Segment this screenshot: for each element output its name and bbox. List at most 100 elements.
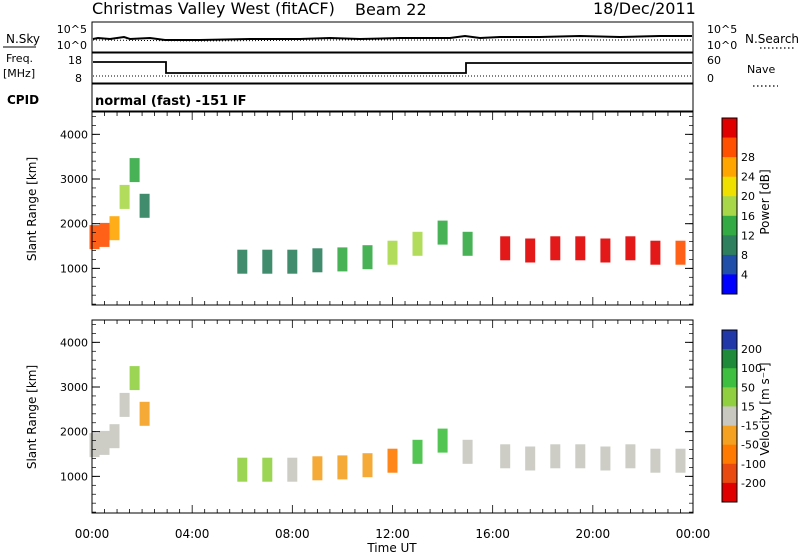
power-echo-mark: [575, 236, 586, 261]
power-colorbar-tick-label: 16: [741, 210, 755, 223]
velocity-colorbar-tick-label: -15: [741, 420, 759, 433]
velocity-colorbar-swatch: [722, 463, 737, 484]
time-tick-label: 00:00: [676, 527, 711, 541]
power-colorbar-swatch: [722, 215, 737, 236]
velocity-echoes: [89, 366, 686, 482]
velocity-echo-mark: [89, 433, 100, 458]
power-colorbar: 4 8 12 16 20 24 28: [721, 117, 755, 295]
power-echo-mark: [337, 247, 348, 272]
frequency-panel: Freq. [MHz] 18 8 60 0 Nave: [3, 52, 778, 87]
power-echo-mark: [412, 231, 423, 256]
nave-tick-high: 60: [707, 54, 721, 67]
freq-tick-low: 8: [75, 72, 82, 85]
power-echo-mark: [262, 249, 273, 274]
velocity-echo-mark: [312, 456, 323, 481]
time-tick-label: 12:00: [375, 527, 410, 541]
velocity-colorbar-swatch: [722, 349, 737, 369]
power-y-tick-label: 3000: [60, 173, 88, 186]
power-echo-mark: [362, 245, 373, 270]
power-colorbar-swatch: [722, 235, 737, 256]
time-tick-label: 16:00: [475, 527, 510, 541]
power-echo-mark: [287, 249, 298, 274]
velocity-echo-mark: [287, 457, 298, 482]
power-colorbar-swatch: [722, 274, 737, 295]
nsky-tick-low: 10^0: [57, 39, 87, 52]
power-colorbar-tick-label: 8: [741, 249, 748, 262]
time-axis-label: Time UT: [366, 541, 417, 554]
cpid-label: CPID: [7, 93, 39, 107]
power-colorbar-swatch: [722, 196, 737, 217]
freq-unit-label: [MHz]: [3, 67, 35, 80]
velocity-colorbar-swatch: [722, 368, 737, 388]
velocity-colorbar-swatch: [722, 482, 737, 503]
station-title: Christmas Valley West (fitACF): [92, 0, 335, 18]
velocity-echo-mark: [650, 448, 661, 473]
power-echo-mark: [675, 240, 686, 265]
velocity-echo-mark: [500, 444, 511, 469]
nsearch-tick-high: 10^5: [707, 23, 737, 36]
velocity-echo-mark: [550, 444, 561, 469]
cpid-text: normal (fast) -151 IF: [95, 94, 246, 109]
velocity-y-tick-label: 1000: [60, 470, 88, 483]
power-colorbar-swatch: [722, 176, 737, 197]
velocity-colorbar-swatch: [722, 444, 737, 465]
power-echo-mark: [119, 184, 130, 209]
power-echo-mark: [625, 236, 636, 261]
power-y-tick-label: 2000: [60, 218, 88, 231]
velocity-y-axis: 1000 2000 3000 4000: [60, 320, 694, 513]
velocity-y-tick-label: 2000: [60, 426, 88, 439]
velocity-colorbar-tick-label: -50: [741, 439, 759, 452]
cpid-panel: CPID normal (fast) -151 IF: [7, 83, 694, 112]
power-colorbar-tick-label: 4: [741, 268, 748, 281]
power-colorbar-swatch: [722, 137, 737, 158]
velocity-echo-mark: [525, 446, 536, 471]
power-echoes: [89, 158, 686, 274]
power-colorbar-tick-label: 24: [741, 171, 755, 184]
velocity-echo-mark: [119, 392, 130, 417]
power-colorbar-frame: [721, 117, 738, 295]
frequency-trace: [93, 61, 692, 74]
velocity-echo-mark: [99, 430, 110, 455]
power-echo-mark: [525, 238, 536, 263]
power-echo-mark: [89, 225, 100, 250]
velocity-echo-mark: [109, 424, 120, 449]
power-echo-mark: [462, 231, 473, 256]
power-y-axis: 1000 2000 3000 4000: [60, 112, 694, 305]
power-colorbar-tick-label: 20: [741, 190, 755, 203]
nsearch-label: N.Search: [745, 32, 799, 46]
velocity-echo-mark: [575, 444, 586, 469]
velocity-colorbar-tick-label: 200: [741, 343, 762, 356]
beam-label: Beam 22: [355, 0, 427, 19]
power-echo-mark: [99, 222, 110, 247]
power-colorbar-swatch: [722, 157, 737, 177]
velocity-y-axis-label: Slant Range [km]: [25, 365, 39, 469]
time-tick-label: 04:00: [175, 527, 210, 541]
velocity-echo-mark: [262, 457, 273, 482]
power-y-axis-label: Slant Range [km]: [25, 157, 39, 261]
velocity-echo-mark: [362, 453, 373, 478]
nsky-trace: [92, 34, 692, 41]
velocity-echo-mark: [337, 455, 348, 480]
velocity-colorbar-tick-label: -100: [741, 458, 766, 471]
velocity-panel: 1000 2000 3000 4000 Slant Range [km]: [25, 319, 694, 514]
power-echo-mark: [500, 236, 511, 261]
time-tick-label: 00:00: [75, 527, 110, 541]
velocity-colorbar-swatch: [722, 425, 737, 445]
time-axis: 00:00 04:00 08:00 12:00 16:00 20:00 00:00: [75, 527, 711, 541]
freq-label: Freq.: [6, 52, 33, 65]
velocity-colorbar-frame: [721, 329, 738, 503]
velocity-echo-mark: [139, 401, 150, 426]
velocity-colorbar-swatch: [722, 330, 737, 350]
power-echo-mark: [600, 238, 611, 263]
power-colorbar-swatch: [722, 254, 737, 275]
velocity-colorbar-label: Velocity [m s⁻¹]: [758, 362, 772, 455]
noise-panel: N.Sky 10^5 10^0 10^5 10^0 N.Search: [3, 21, 799, 53]
velocity-colorbar-tick-label: 50: [741, 381, 755, 394]
power-panel: 1000 2000 3000 4000 Slant Range [km]: [25, 111, 694, 306]
power-echo-mark: [387, 240, 398, 265]
power-colorbar-tick-label: 12: [741, 229, 755, 242]
velocity-echo-mark: [129, 366, 140, 391]
velocity-echo-mark: [625, 444, 636, 469]
nsky-tick-high: 10^5: [57, 23, 87, 36]
